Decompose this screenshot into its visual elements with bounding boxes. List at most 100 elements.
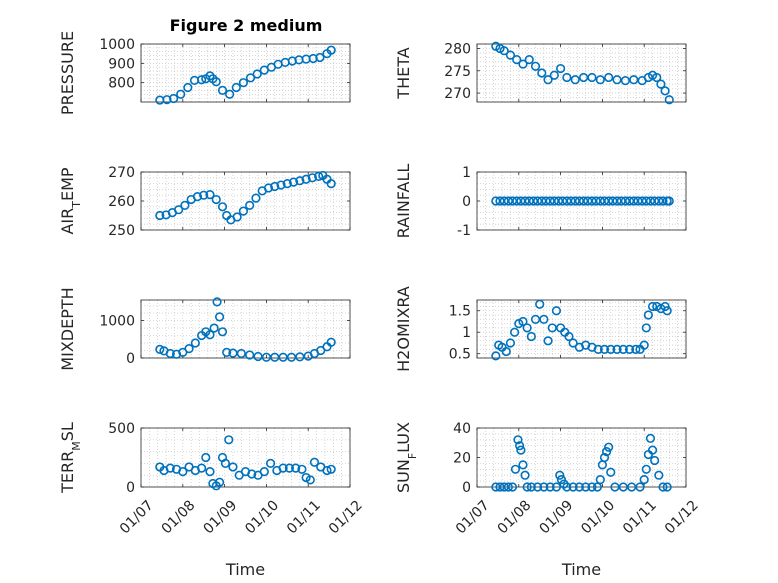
subplot-theta: 270 275 280 THETA <box>394 41 687 105</box>
data-point <box>516 445 526 455</box>
data-point <box>599 452 610 463</box>
data-point <box>251 193 261 203</box>
data-point <box>601 447 612 457</box>
y-tick-label: 1 <box>462 325 471 341</box>
data-point <box>652 72 662 83</box>
data-point <box>654 470 664 480</box>
y-tick-label: 270 <box>108 165 135 181</box>
data-point <box>165 463 175 473</box>
data-point <box>593 344 603 355</box>
data-point <box>192 192 203 202</box>
data-point <box>214 312 225 322</box>
data-point <box>211 77 221 87</box>
axes-box <box>140 43 351 103</box>
y-tick-label: 20 <box>453 451 471 467</box>
subplot-h2omixra: 0.5 1 1.5 H2OMIXRA <box>394 286 687 372</box>
y-axis-label: SUNFLUX <box>394 422 419 493</box>
data-point <box>501 346 511 357</box>
data-point <box>263 183 274 193</box>
data-point <box>641 464 651 474</box>
data-point <box>236 348 246 359</box>
data-point <box>245 73 256 83</box>
y-tick-label: 1 <box>462 165 471 181</box>
y-tick-label: 270 <box>444 86 471 102</box>
data-point <box>245 200 255 210</box>
data-point <box>543 75 553 85</box>
data-point <box>228 462 238 472</box>
data-point <box>224 435 234 445</box>
data-point <box>205 190 215 200</box>
axes-box <box>476 299 687 359</box>
data-point <box>595 75 605 85</box>
data-point <box>176 89 186 99</box>
data-point <box>629 75 639 85</box>
data-point <box>326 45 336 55</box>
data-point <box>295 176 305 186</box>
data-point <box>211 194 221 205</box>
data-point <box>180 200 190 210</box>
data-point <box>171 349 182 359</box>
data-point <box>555 470 565 480</box>
data-point <box>315 52 325 63</box>
data-point <box>201 452 211 463</box>
data-point <box>259 467 269 477</box>
y-tick-label: 40 <box>453 421 471 437</box>
data-point <box>647 445 658 455</box>
data-point <box>641 323 651 333</box>
y-tick-label: 900 <box>108 56 135 72</box>
y-tick-label: -1 <box>457 223 471 239</box>
data-point <box>530 61 541 71</box>
data-point <box>155 210 165 221</box>
data-point <box>604 442 614 452</box>
data-point <box>190 338 200 348</box>
data-point <box>620 75 630 86</box>
data-point <box>309 457 320 467</box>
data-point <box>308 53 318 64</box>
y-tick-label: 275 <box>444 64 471 80</box>
data-point <box>214 477 225 487</box>
data-point <box>526 482 536 492</box>
subplot-mixdepth: 0 1000 MIXDEPTH <box>58 287 351 371</box>
data-point <box>282 179 292 189</box>
data-point <box>656 79 666 89</box>
data-point <box>199 190 209 200</box>
axes-box <box>476 43 687 103</box>
y-axis-label: THETA <box>394 47 413 99</box>
data-point <box>643 310 653 320</box>
data-point <box>660 301 670 312</box>
data-point <box>247 469 257 479</box>
data-point <box>533 482 543 492</box>
data-point <box>581 482 591 492</box>
data-point <box>326 179 336 189</box>
data-point <box>568 338 578 348</box>
data-point <box>520 470 530 480</box>
y-axis-label: H2OMIXRA <box>394 286 413 372</box>
data-point <box>592 482 602 492</box>
data-point <box>564 331 574 342</box>
data-point <box>270 181 280 192</box>
data-point <box>639 475 649 485</box>
figure-title: Figure 2 medium <box>170 16 323 35</box>
data-point <box>524 55 534 65</box>
y-axis-label: MIXDEPTH <box>58 287 77 370</box>
data-point <box>217 327 228 337</box>
data-point <box>635 482 645 492</box>
data-point <box>491 351 501 361</box>
data-point <box>225 89 235 99</box>
y-tick-label: 280 <box>444 41 471 57</box>
y-tick-label: 1000 <box>99 37 135 53</box>
data-point <box>288 177 299 187</box>
y-tick-label: 0 <box>126 480 135 496</box>
data-point <box>276 180 286 190</box>
data-point <box>326 464 336 474</box>
data-point <box>664 196 674 206</box>
data-point <box>570 75 580 85</box>
data-point <box>169 93 179 104</box>
data-point <box>238 206 249 216</box>
data-point <box>510 327 520 337</box>
data-point <box>220 458 231 469</box>
data-point <box>297 464 307 474</box>
y-tick-label: 1000 <box>99 314 135 330</box>
